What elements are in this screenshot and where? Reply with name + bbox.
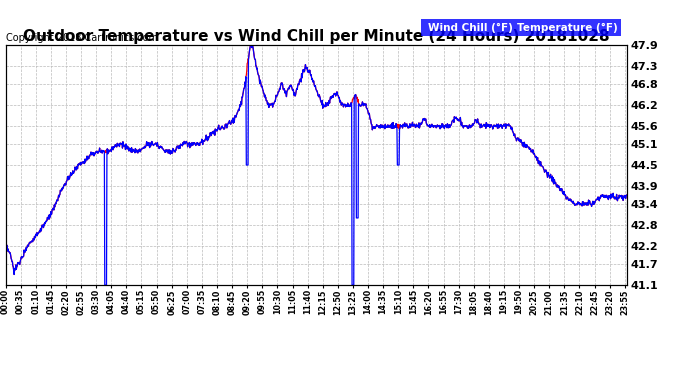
Text: Copyright 2018 Cartronics.com: Copyright 2018 Cartronics.com xyxy=(6,33,157,43)
Legend: Wind Chill (°F), Temperature (°F): Wind Chill (°F), Temperature (°F) xyxy=(421,19,621,36)
Title: Outdoor Temperature vs Wind Chill per Minute (24 Hours) 20181028: Outdoor Temperature vs Wind Chill per Mi… xyxy=(23,29,609,44)
